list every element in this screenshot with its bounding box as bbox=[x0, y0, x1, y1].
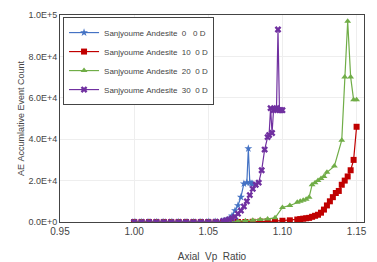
svg-text:6.0E+4: 6.0E+4 bbox=[28, 93, 57, 103]
svg-text:1.10: 1.10 bbox=[273, 226, 293, 237]
svg-text:Sanjyoume Andesite 0 0 D: Sanjyoume Andesite 0 0 D bbox=[104, 29, 206, 38]
svg-text:0.95: 0.95 bbox=[50, 226, 70, 237]
svg-text:1.00: 1.00 bbox=[124, 226, 144, 237]
svg-text:AE Accumlative Event Count: AE Accumlative Event Count bbox=[16, 60, 26, 176]
svg-text:8.0E+4: 8.0E+4 bbox=[28, 52, 57, 62]
svg-text:Sanjyoume Andesite 20 0 D: Sanjyoume Andesite 20 0 D bbox=[104, 67, 208, 76]
svg-text:Sanjyoume Andesite 30 0 D: Sanjyoume Andesite 30 0 D bbox=[104, 86, 208, 95]
svg-text:Sanjyoume Andesite 10 0 D: Sanjyoume Andesite 10 0 D bbox=[104, 48, 208, 57]
svg-text:4.0E+4: 4.0E+4 bbox=[28, 134, 57, 144]
svg-text:1.0E+5: 1.0E+5 bbox=[28, 10, 57, 20]
svg-text:1.15: 1.15 bbox=[347, 226, 367, 237]
svg-text:1.05: 1.05 bbox=[199, 226, 219, 237]
svg-text:0.0E+0: 0.0E+0 bbox=[28, 217, 57, 227]
svg-text:Axial Vp Ratio: Axial Vp Ratio bbox=[178, 251, 247, 262]
svg-text:2.0E+4: 2.0E+4 bbox=[28, 176, 57, 186]
